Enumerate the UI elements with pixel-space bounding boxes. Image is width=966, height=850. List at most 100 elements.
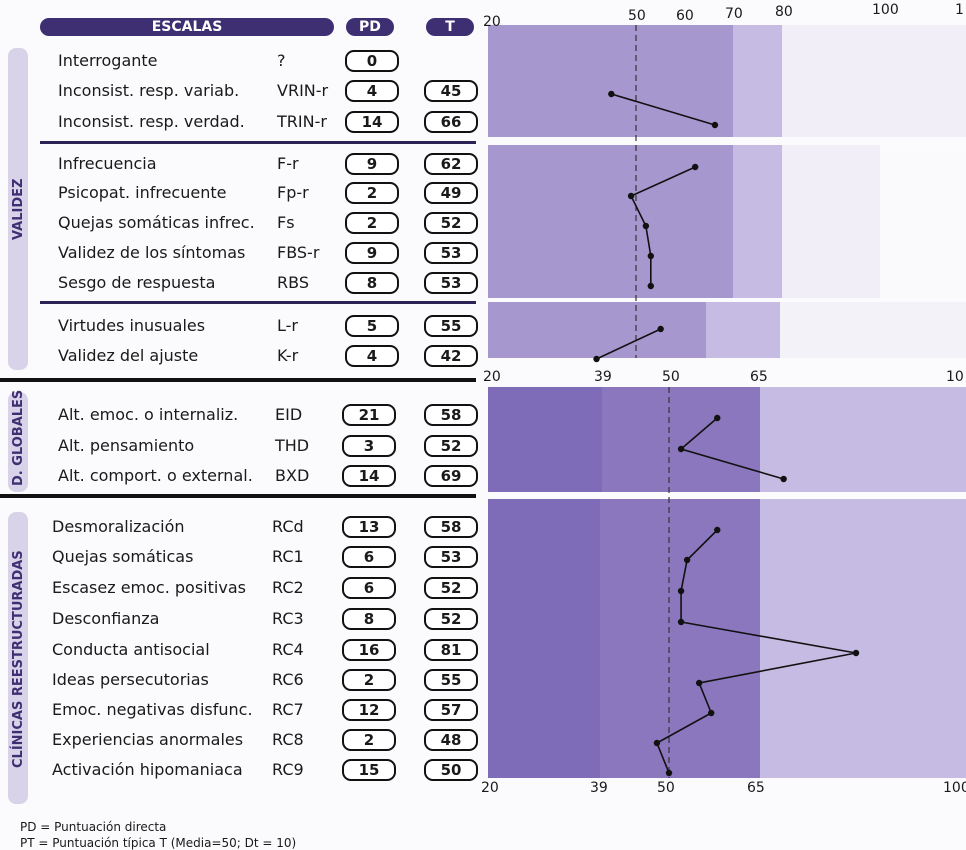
t-value: 55 [424,669,478,691]
data-point [665,769,673,777]
axis-tick-mid: 39 [594,369,612,385]
data-point [683,556,691,564]
pd-value: 15 [342,759,396,781]
pd-value: 14 [345,111,399,133]
escalas-header: ESCALAS [40,18,334,36]
scale-code: RC7 [272,700,304,719]
footer-line-2: PT = Puntuación típica T (Media=50; Dt =… [20,836,297,850]
data-point [677,618,685,626]
data-point [593,355,600,363]
profile-line [611,93,716,126]
t-value: 52 [424,435,478,457]
data-point [657,325,664,333]
t-value: 52 [424,212,478,234]
t-header: T [426,18,474,36]
scale-name: Inconsist. resp. verdad. [58,112,245,131]
axis-tick-top: 70 [725,6,743,22]
axis-tick-top: 1 [955,2,964,18]
pd-value: 14 [342,465,396,487]
axis-tick-bottom: 50 [657,780,675,796]
scale-code: RC4 [272,640,304,659]
plot-band [600,499,760,778]
pd-value: 21 [342,404,396,426]
scale-name: Conducta antisocial [52,640,210,659]
pd-value: 8 [345,272,399,294]
pd-value: 16 [342,639,396,661]
axis-tick-bottom: 39 [590,780,608,796]
footer-line-1: PD = Puntuación directa [20,820,167,834]
scale-code: RC6 [272,670,304,689]
pd-value: 5 [345,315,399,337]
axis-tick-top: 80 [775,4,793,20]
data-point [653,739,661,747]
pd-value: 2 [345,212,399,234]
scale-code: RC8 [272,730,304,749]
axis-tick-mid: 50 [662,369,680,385]
plot-band [880,145,966,298]
data-point [642,222,650,230]
axis-tick-top: 20 [483,14,501,30]
scale-code: Fs [277,213,295,232]
scale-code: K-r [277,346,299,365]
data-point [692,163,699,171]
plot-band [488,145,733,298]
data-point [708,709,715,717]
t-value: 69 [424,465,478,487]
scale-code: RC3 [272,609,304,628]
t-value: 50 [424,759,478,781]
scale-name: Alt. comport. o external. [58,466,253,485]
scale-code: RC2 [272,578,304,597]
scale-code: EID [275,405,303,424]
axis-tick-bottom: 20 [481,780,499,796]
t-value: 57 [424,699,478,721]
plot-band [602,387,760,492]
scale-code: L-r [277,316,298,335]
scale-name: Desmoralización [52,517,185,536]
scale-name: Escasez emoc. positivas [52,578,246,597]
t-value: 48 [424,729,478,751]
pd-value: 9 [345,242,399,264]
separator [40,141,476,144]
plot-band [488,302,706,358]
t-value: 81 [424,639,478,661]
scale-code: THD [275,436,310,455]
axis-tick-top: 60 [676,8,694,24]
pd-value: 2 [345,182,399,204]
scale-name: Validez de los síntomas [58,243,246,262]
pd-value: 0 [345,50,399,72]
scale-name: Infrecuencia [58,154,157,173]
sidebar-globales [8,392,28,492]
pd-value: 4 [345,80,399,102]
axis-tick-top: 50 [628,8,646,24]
scale-name: Experiencias anormales [52,730,244,749]
scale-code: BXD [275,466,310,485]
scale-name: Quejas somáticas [52,547,194,566]
scale-code: FBS-r [277,243,320,262]
data-point [852,649,860,657]
scale-name: Desconfianza [52,609,160,628]
pd-value: 2 [342,669,396,691]
data-point [677,445,685,453]
plot-band [782,25,966,137]
t-value: 49 [424,182,478,204]
plot-band [706,302,780,358]
scale-name: Ideas persecutorias [52,670,209,689]
pd-value: 13 [342,516,396,538]
pd-value: 12 [342,699,396,721]
t-value: 42 [424,345,478,367]
data-point [714,526,721,534]
pd-value: 4 [345,345,399,367]
scale-name: Alt. pensamiento [58,436,195,455]
scale-name: Virtudes inusuales [58,316,206,335]
pd-value: 6 [342,577,396,599]
section-divider [0,378,476,382]
plot-band [488,499,600,778]
pd-value: 9 [345,153,399,175]
scale-name: Emoc. negativas disfunc. [52,700,253,719]
scale-name: Psicopat. infrecuente [58,183,227,202]
t-value: 55 [424,315,478,337]
scale-name: Quejas somáticas infrec. [58,213,255,232]
scale-code: RCd [272,517,304,536]
t-value: 53 [424,546,478,568]
pd-value: 6 [342,546,396,568]
